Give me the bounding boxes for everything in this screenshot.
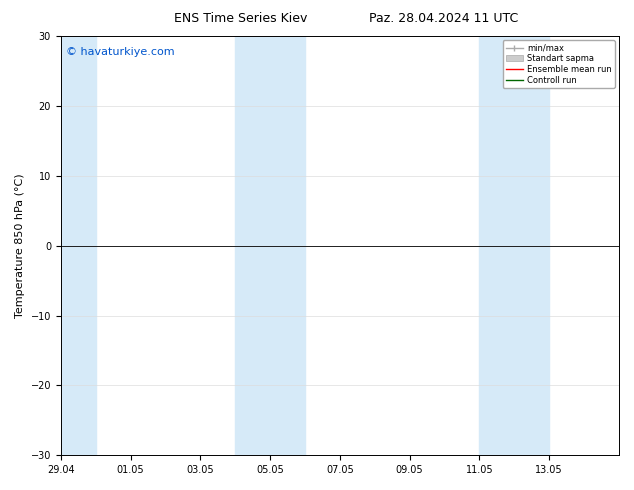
Y-axis label: Temperature 850 hPa (°C): Temperature 850 hPa (°C) bbox=[15, 173, 25, 318]
Text: Paz. 28.04.2024 11 UTC: Paz. 28.04.2024 11 UTC bbox=[369, 12, 519, 25]
Text: © havaturkiye.com: © havaturkiye.com bbox=[67, 47, 175, 57]
Bar bbox=[61, 36, 96, 455]
Bar bbox=[235, 36, 305, 455]
Bar bbox=[479, 36, 549, 455]
Legend: min/max, Standart sapma, Ensemble mean run, Controll run: min/max, Standart sapma, Ensemble mean r… bbox=[503, 40, 615, 88]
Text: ENS Time Series Kiev: ENS Time Series Kiev bbox=[174, 12, 307, 25]
